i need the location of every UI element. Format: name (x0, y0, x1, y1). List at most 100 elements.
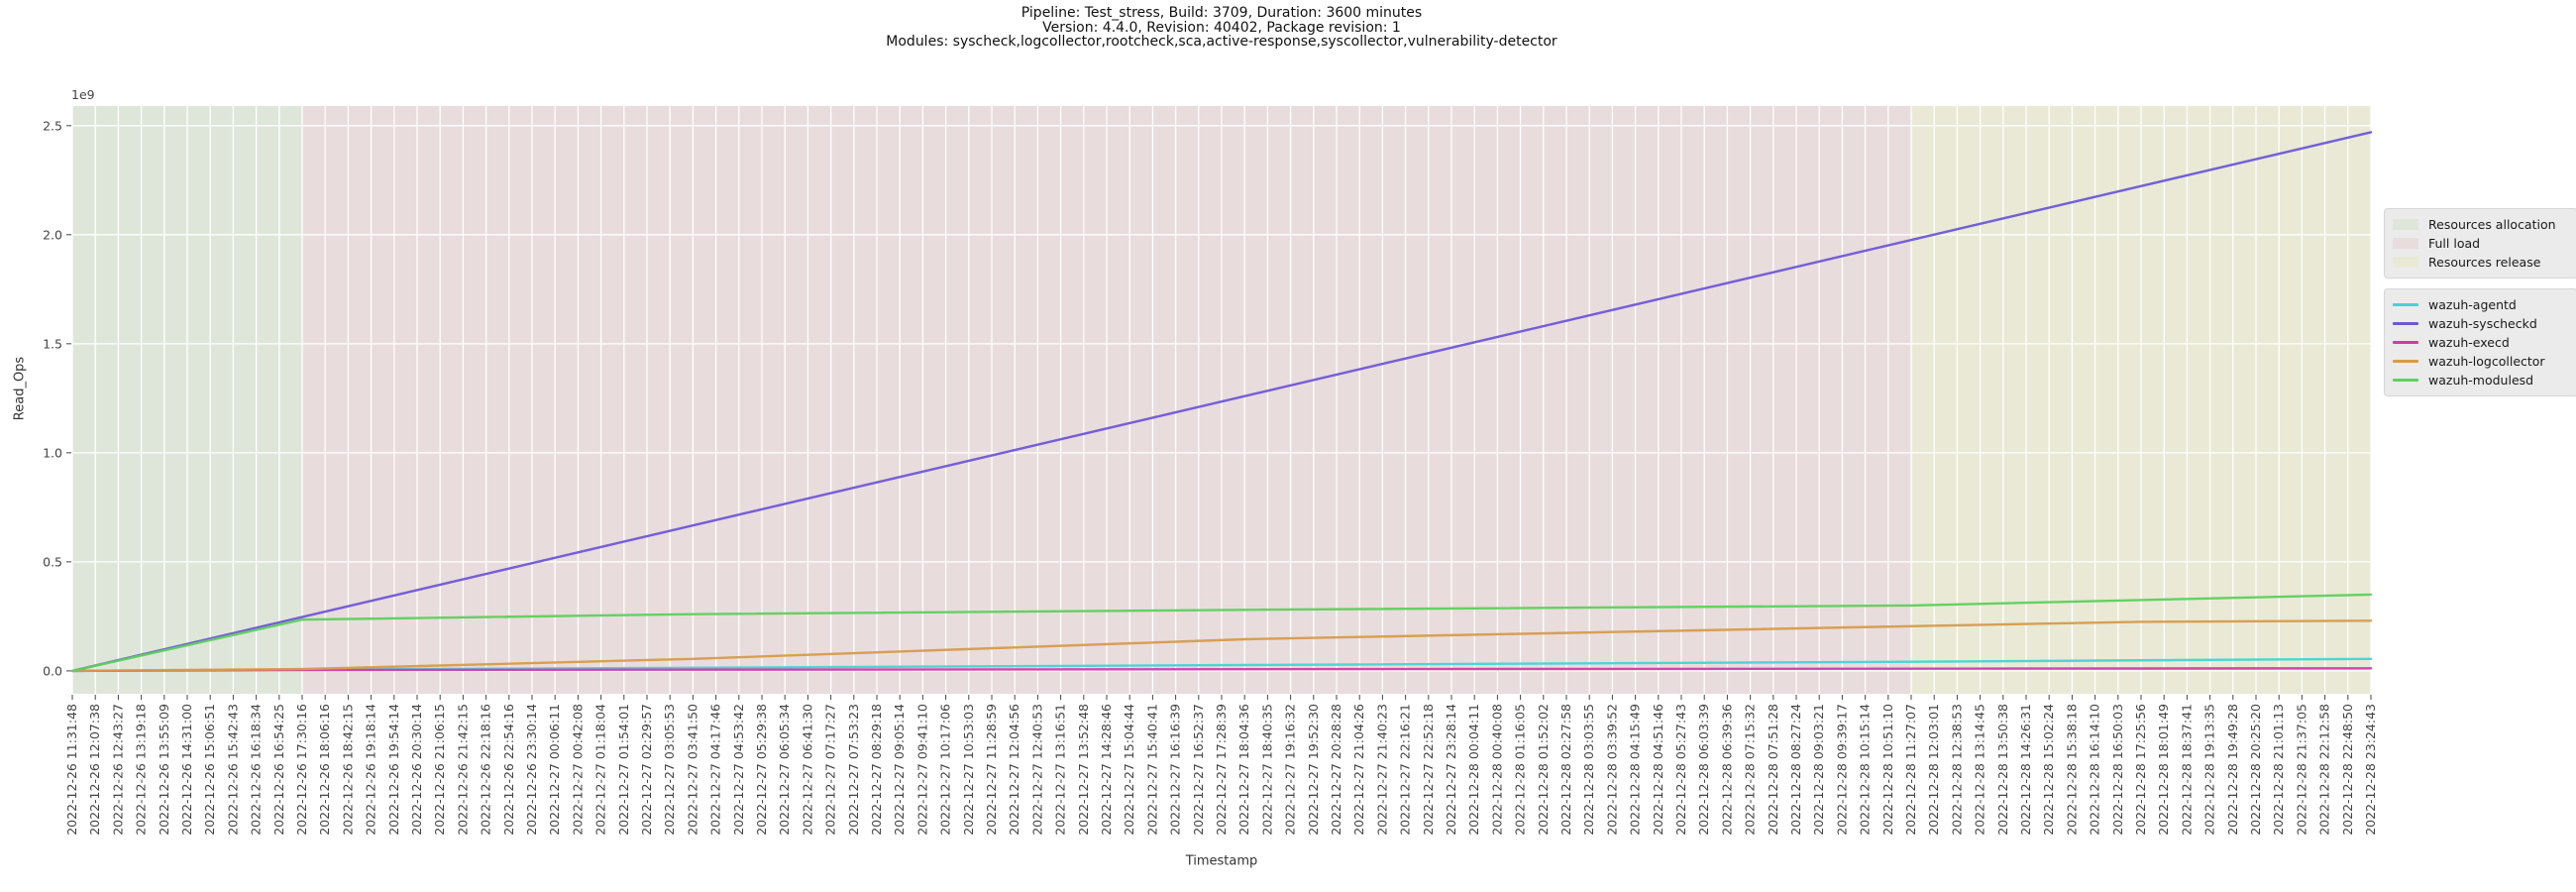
y-tick-label: 0.5 (43, 554, 62, 569)
legend-swatch (2393, 238, 2418, 249)
chart-title: Pipeline: Test_stress, Build: 3709, Dura… (72, 6, 2371, 50)
legend-label: wazuh-syscheckd (2428, 316, 2537, 331)
x-tick-label: 2022-12-28 03:39:52 (1604, 704, 1619, 836)
x-tick-label: 2022-12-27 22:52:18 (1421, 704, 1436, 836)
legend-regions: Resources allocation Full load Resources r… (2384, 208, 2576, 279)
x-tick-label: 2022-12-28 23:24:43 (2363, 704, 2378, 836)
x-tick-label: 2022-12-28 15:02:24 (2041, 704, 2056, 836)
legend-series-item: wazuh-execd (2393, 333, 2569, 352)
legend-swatch (2393, 341, 2418, 344)
x-tick-label: 2022-12-28 04:51:46 (1651, 704, 1665, 836)
x-tick-label: 2022-12-26 12:07:38 (87, 704, 102, 836)
x-tick-label: 2022-12-27 00:06:11 (547, 704, 562, 836)
y-tick-label: 2.5 (43, 118, 62, 133)
x-tick-label: 2022-12-28 15:38:18 (2064, 704, 2079, 836)
x-tick-label: 2022-12-27 08:29:18 (869, 704, 884, 836)
x-tick-label: 2022-12-27 01:54:01 (616, 704, 631, 836)
legend-label: Full load (2428, 236, 2481, 251)
x-tick-label: 2022-12-28 04:15:49 (1628, 704, 1643, 836)
legend-swatch (2393, 379, 2418, 382)
x-tick-label: 2022-12-28 09:03:21 (1811, 704, 1826, 836)
x-tick-label: 2022-12-28 20:25:20 (2248, 704, 2263, 836)
x-tick-label: 2022-12-28 05:27:43 (1673, 704, 1688, 836)
title-line-3: Modules: syscheck,logcollector,rootcheck… (886, 34, 1557, 50)
legend-series-item: wazuh-syscheckd (2393, 314, 2569, 333)
series-line-wazuh-syscheckd (70, 131, 2373, 673)
x-tick-label: 2022-12-27 18:04:36 (1236, 704, 1251, 836)
x-tick-label: 2022-12-26 12:43:27 (110, 704, 125, 836)
x-tick-label: 2022-12-28 10:51:10 (1880, 704, 1895, 836)
x-tick-label: 2022-12-26 15:42:43 (225, 704, 240, 836)
x-tick-label: 2022-12-27 15:04:44 (1122, 704, 1136, 836)
x-tick-label: 2022-12-28 09:39:17 (1834, 704, 1849, 836)
x-tick-label: 2022-12-27 09:05:14 (892, 704, 907, 836)
x-tick-label: 2022-12-28 18:01:49 (2156, 704, 2171, 836)
x-tick-label: 2022-12-27 04:53:42 (731, 704, 746, 836)
x-tick-label: 2022-12-28 01:52:02 (1536, 704, 1551, 836)
x-tick-label: 2022-12-28 13:50:38 (1995, 704, 2010, 836)
x-tick-label: 2022-12-28 02:27:58 (1558, 704, 1573, 836)
x-tick-label: 2022-12-28 01:16:05 (1513, 704, 1528, 836)
x-tick-label: 2022-12-28 12:03:01 (1926, 704, 1941, 836)
x-tick-label: 2022-12-27 15:40:41 (1144, 704, 1159, 836)
legend-series-item: wazuh-agentd (2393, 295, 2569, 314)
x-tick-label: 2022-12-28 07:51:28 (1766, 704, 1780, 836)
x-tick-label: 2022-12-26 18:42:15 (340, 704, 355, 836)
x-tick-label: 2022-12-26 17:30:16 (294, 704, 309, 836)
x-tick-label: 2022-12-27 01:18:04 (593, 704, 608, 836)
legend-label: wazuh-modulesd (2428, 373, 2534, 388)
x-tick-label: 2022-12-27 09:41:10 (914, 704, 929, 836)
x-tick-label: 2022-12-28 21:01:13 (2271, 704, 2286, 836)
x-tick-label: 2022-12-28 06:03:39 (1696, 704, 1711, 836)
x-tick-label: 2022-12-27 17:28:39 (1214, 704, 1229, 836)
x-tick-label: 2022-12-27 06:41:30 (800, 704, 814, 836)
x-tick-label: 2022-12-27 06:05:34 (777, 704, 792, 836)
x-tick-label: 2022-12-26 18:06:16 (317, 704, 332, 836)
legend-label: wazuh-logcollector (2428, 354, 2545, 369)
x-tick-label: 2022-12-28 19:13:35 (2202, 704, 2217, 836)
x-tick-label: 2022-12-26 16:18:34 (249, 704, 264, 836)
legend-region-item: Full load (2393, 234, 2569, 253)
x-tick-label: 2022-12-28 16:14:10 (2088, 704, 2102, 836)
x-tick-label: 2022-12-27 12:40:53 (1029, 704, 1044, 836)
x-tick-label: 2022-12-28 16:50:03 (2110, 704, 2125, 836)
x-tick-label: 2022-12-26 11:31:48 (64, 704, 79, 836)
x-tick-label: 2022-12-28 07:15:32 (1743, 704, 1758, 836)
x-tick-label: 2022-12-28 10:15:14 (1858, 704, 1873, 836)
x-tick-label: 2022-12-27 22:16:21 (1398, 704, 1413, 836)
x-tick-label: 2022-12-26 22:18:16 (479, 704, 493, 836)
legend-label: Resources release (2428, 255, 2541, 270)
x-tick-label: 2022-12-27 21:04:26 (1351, 704, 1366, 836)
x-tick-label: 2022-12-28 22:48:50 (2340, 704, 2355, 836)
x-tick-label: 2022-12-27 10:53:03 (961, 704, 976, 836)
x-tick-label: 2022-12-26 20:30:14 (409, 704, 424, 836)
x-tick-label: 2022-12-26 15:06:51 (202, 704, 217, 836)
x-tick-label: 2022-12-27 13:16:51 (1053, 704, 1068, 836)
x-tick-label: 2022-12-28 11:27:07 (1903, 704, 1918, 836)
x-tick-label: 2022-12-26 13:19:18 (134, 704, 149, 836)
y-axis-offset-text: 1e9 (71, 87, 95, 102)
x-tick-label: 2022-12-26 21:06:15 (432, 704, 447, 836)
title-line-1: Pipeline: Test_stress, Build: 3709, Dura… (1020, 5, 1423, 21)
x-tick-label: 2022-12-26 14:31:00 (179, 704, 194, 836)
y-tick-label: 2.0 (43, 227, 62, 242)
x-tick-label: 2022-12-27 04:17:46 (708, 704, 723, 836)
x-tick-label: 2022-12-27 21:40:23 (1374, 704, 1389, 836)
y-tick-label: 1.5 (43, 336, 62, 351)
x-tick-label: 2022-12-28 12:38:53 (1949, 704, 1964, 836)
x-tick-label: 2022-12-27 02:29:57 (639, 704, 654, 836)
x-tick-label: 2022-12-27 20:28:28 (1329, 704, 1343, 836)
x-tick-label: 2022-12-28 14:26:31 (2018, 704, 2033, 836)
x-tick-label: 2022-12-27 13:52:48 (1076, 704, 1091, 836)
x-tick-label: 2022-12-27 18:40:35 (1259, 704, 1274, 836)
x-tick-label: 2022-12-27 00:42:08 (570, 704, 585, 836)
x-tick-label: 2022-12-27 03:41:50 (685, 704, 699, 836)
series-line-wazuh-logcollector (70, 619, 2373, 673)
x-tick-label: 2022-12-27 19:16:32 (1283, 704, 1298, 836)
x-tick-label: 2022-12-28 21:37:05 (2294, 704, 2308, 836)
x-tick-label: 2022-12-28 00:04:11 (1466, 704, 1481, 836)
x-tick-label: 2022-12-27 16:16:39 (1168, 704, 1183, 836)
x-tick-label: 2022-12-27 05:29:38 (754, 704, 769, 836)
